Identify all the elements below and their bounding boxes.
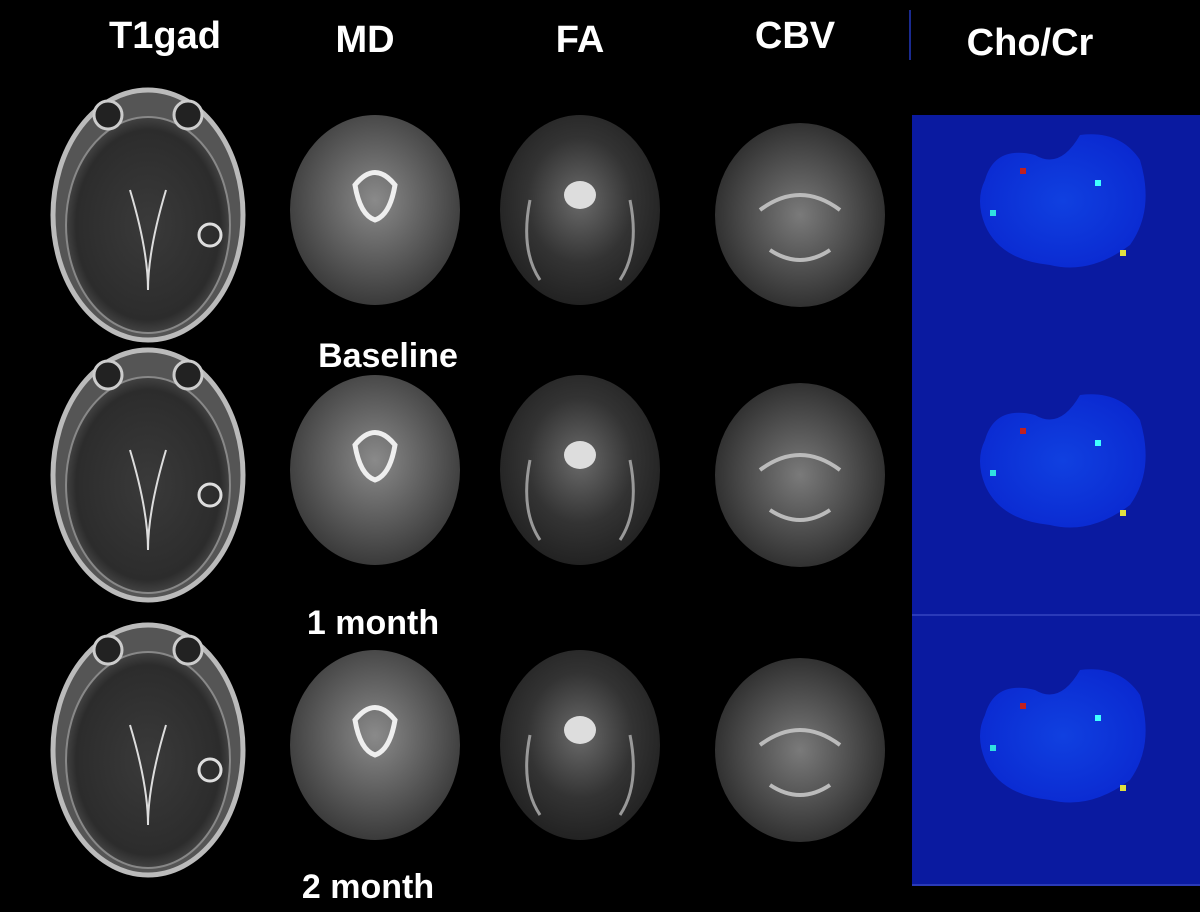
scan-midbrain	[352, 430, 398, 483]
scan-hotspot	[1120, 785, 1126, 791]
column-header: T1gad	[109, 15, 221, 57]
scan-grid	[50, 87, 1146, 878]
column-header: Cho/Cr	[967, 22, 1094, 64]
scan-brain	[715, 123, 885, 307]
scan-hotspot	[1095, 180, 1101, 186]
scan-brain	[65, 651, 231, 869]
scan-vessel	[758, 453, 842, 522]
scan-brain	[65, 376, 231, 594]
scan-brain	[500, 375, 660, 565]
scan-hotspot	[1020, 428, 1026, 434]
scan-hotspot	[1120, 510, 1126, 516]
scan-orbit	[92, 634, 124, 666]
scan-lesion	[197, 222, 223, 248]
scan-orbit	[92, 99, 124, 131]
column-header: CBV	[755, 15, 836, 57]
scan-brain	[290, 375, 460, 565]
scan-tract	[525, 199, 635, 281]
scan-spectro-map	[980, 134, 1146, 268]
scan-hotspot	[1120, 250, 1126, 256]
scan-tract	[525, 459, 635, 541]
scan-brain	[290, 115, 460, 305]
scan-hotspot	[1020, 703, 1026, 709]
scan-hotspot	[990, 470, 996, 476]
column-header: FA	[556, 19, 605, 61]
scan-ventricle	[129, 189, 167, 291]
scan-orbit	[172, 634, 204, 666]
scan-vessel	[758, 193, 842, 262]
scan-midbrain	[564, 441, 596, 469]
row-label: 1 month	[307, 604, 439, 642]
scan-brain	[500, 650, 660, 840]
column-header: MD	[335, 19, 394, 61]
scan-lesion	[197, 482, 223, 508]
scan-hotspot	[1095, 440, 1101, 446]
scan-orbit	[172, 359, 204, 391]
scan-brain	[715, 383, 885, 567]
scan-vessel	[758, 728, 842, 797]
scan-midbrain	[352, 705, 398, 758]
scan-brain	[65, 116, 231, 334]
scan-ventricle	[129, 724, 167, 826]
scan-ventricle	[129, 449, 167, 551]
scan-brain	[500, 115, 660, 305]
scan-hotspot	[1095, 715, 1101, 721]
scan-tract	[525, 734, 635, 816]
row-label: Baseline	[318, 337, 458, 375]
scan-hotspot	[1020, 168, 1026, 174]
scan-orbit	[92, 359, 124, 391]
row-label: 2 month	[302, 868, 434, 906]
scan-spectro-map	[980, 669, 1146, 803]
scan-brain	[715, 658, 885, 842]
scan-brain	[290, 650, 460, 840]
scan-lesion	[197, 757, 223, 783]
scan-midbrain	[564, 716, 596, 744]
scan-hotspot	[990, 745, 996, 751]
scan-midbrain	[352, 170, 398, 223]
scan-spectro-map	[980, 394, 1146, 528]
scan-hotspot	[990, 210, 996, 216]
scan-orbit	[172, 99, 204, 131]
scan-midbrain	[564, 181, 596, 209]
